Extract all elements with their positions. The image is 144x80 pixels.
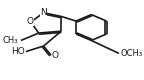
Text: CH₃: CH₃: [2, 36, 18, 45]
Text: HO: HO: [12, 47, 25, 56]
Text: O: O: [52, 51, 59, 60]
Text: OCH₃: OCH₃: [120, 49, 142, 58]
Text: O: O: [27, 17, 34, 26]
Text: N: N: [40, 8, 47, 17]
